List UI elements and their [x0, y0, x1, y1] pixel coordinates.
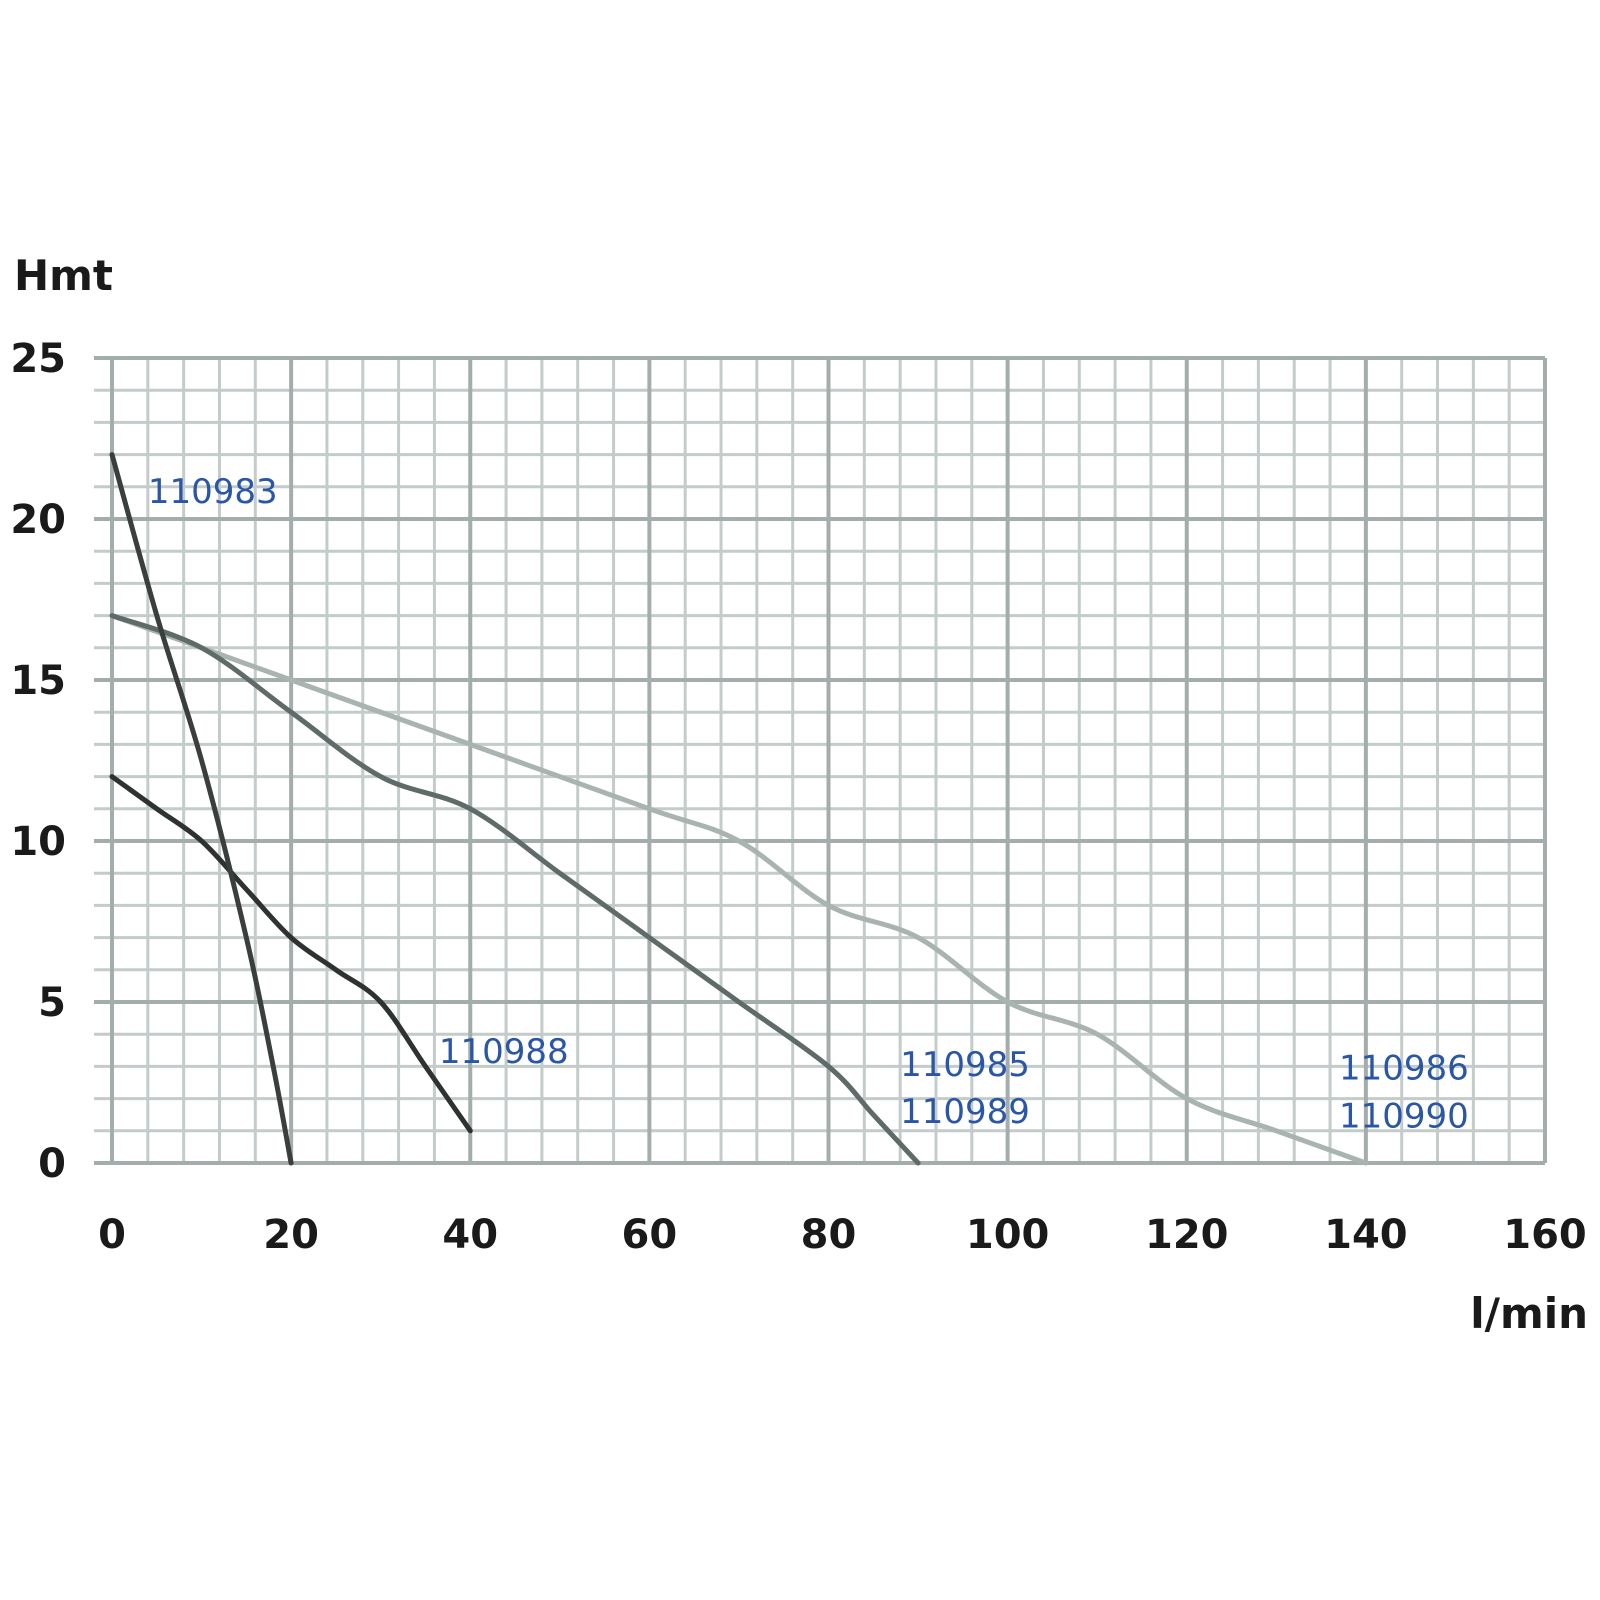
- series-lines: [109, 452, 1369, 1166]
- x-tick-label: 140: [1324, 1212, 1408, 1258]
- x-tick-label: 20: [263, 1212, 319, 1258]
- x-tick-label: 0: [98, 1212, 126, 1258]
- series-label: 110983: [148, 472, 278, 512]
- series-label: 110986: [1339, 1048, 1469, 1088]
- x-axis-title: l/min: [1470, 1289, 1588, 1338]
- major-grid: [94, 356, 1547, 1165]
- series-label: 110985: [900, 1045, 1030, 1085]
- x-tick-label: 80: [801, 1212, 857, 1258]
- y-tick-label: 10: [10, 819, 66, 865]
- x-tick-label: 60: [622, 1212, 678, 1258]
- series-line-1: [109, 774, 473, 1134]
- y-axis-title: Hmt: [14, 251, 113, 300]
- y-tick-label: 25: [10, 336, 66, 382]
- y-tick-label: 15: [10, 658, 66, 704]
- series-label: 110989: [900, 1092, 1030, 1132]
- series-label: 110988: [439, 1032, 569, 1072]
- x-tick-label: 120: [1145, 1212, 1229, 1258]
- x-tick-label: 160: [1503, 1212, 1587, 1258]
- x-tick-label: 40: [442, 1212, 498, 1258]
- x-axis-ticks: 0 20 40 60 80 100 120 140 160: [98, 1212, 1587, 1258]
- y-tick-label: 0: [38, 1141, 66, 1187]
- series-label: 110990: [1339, 1097, 1469, 1137]
- series-line-0: [109, 452, 294, 1166]
- series-labels: 110983 110988 110985 110989 110986 110990: [148, 472, 1469, 1137]
- series-line-2: [109, 613, 921, 1166]
- y-tick-label: 20: [10, 497, 66, 543]
- y-axis-ticks: 0 5 10 15 20 25: [10, 336, 66, 1187]
- x-tick-label: 100: [966, 1212, 1050, 1258]
- y-tick-label: 5: [38, 980, 66, 1026]
- series-line-3: [109, 613, 1369, 1166]
